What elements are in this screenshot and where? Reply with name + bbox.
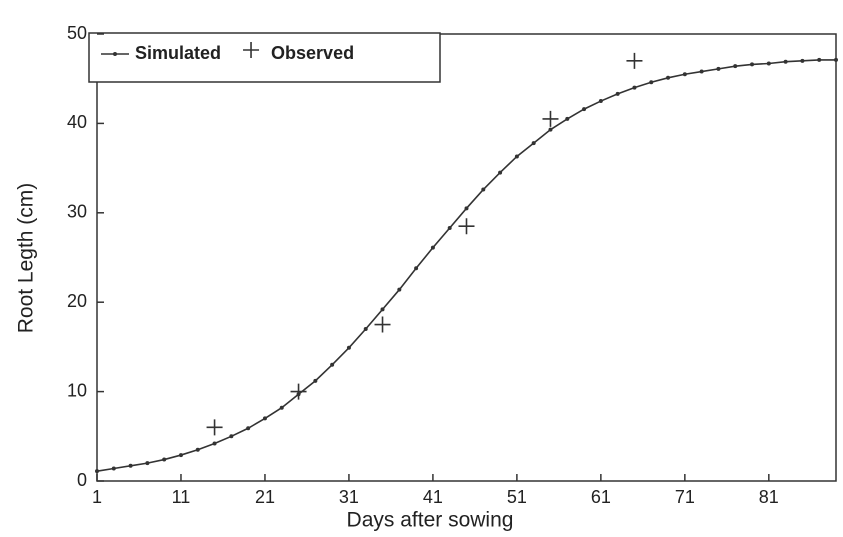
point [548, 127, 553, 132]
point [632, 85, 637, 90]
legend-box [88, 32, 441, 83]
point [626, 52, 643, 69]
point [750, 62, 755, 67]
legend-label: Observed [271, 43, 354, 63]
point [458, 218, 475, 235]
point [514, 154, 519, 159]
point [346, 345, 351, 350]
point [206, 419, 223, 436]
point [178, 453, 183, 458]
point [447, 225, 452, 230]
point [498, 170, 503, 175]
point [246, 426, 251, 431]
point [716, 66, 721, 71]
y-tick-label: 30 [67, 202, 87, 222]
x-tick-label: 61 [591, 487, 611, 507]
point [531, 141, 536, 146]
point [380, 307, 385, 312]
point [279, 405, 284, 410]
y-axis-title: Root Legth (cm) [15, 183, 38, 334]
y-tick-label: 0 [77, 470, 87, 490]
point [229, 434, 234, 439]
plot-frame [96, 33, 837, 482]
point [414, 266, 419, 271]
x-tick-label: 51 [507, 487, 527, 507]
x-tick-label: 11 [172, 487, 191, 507]
point [330, 362, 335, 367]
point [313, 378, 318, 383]
x-axis-title: Days after sowing [347, 509, 514, 532]
point [834, 57, 838, 62]
point [195, 447, 200, 452]
point [128, 463, 133, 468]
point [783, 59, 788, 64]
legend-marker [243, 42, 260, 58]
point [374, 316, 391, 333]
point [542, 110, 559, 127]
x-tick-label: 81 [759, 487, 779, 507]
y-tick-label: 40 [67, 112, 87, 132]
x-tick-label: 21 [255, 487, 275, 507]
y-tick-label: 10 [67, 380, 87, 400]
series-line [96, 59, 836, 472]
point [699, 69, 704, 74]
x-tick-label: 71 [675, 487, 695, 507]
point [666, 75, 671, 80]
point [262, 416, 267, 421]
point [111, 466, 116, 471]
point [95, 469, 99, 474]
point [212, 441, 217, 446]
x-tick-label: 1 [92, 487, 102, 507]
point [817, 57, 822, 62]
y-tick-label: 20 [67, 291, 87, 311]
point [766, 61, 771, 66]
point [430, 245, 435, 250]
point [290, 383, 307, 400]
point [682, 72, 687, 77]
point [649, 80, 654, 85]
y-tick-label: 50 [67, 23, 87, 43]
point [800, 58, 805, 63]
point [145, 461, 150, 466]
point [363, 327, 368, 332]
x-tick-label: 31 [339, 487, 359, 507]
point [162, 457, 167, 462]
x-tick-label: 41 [423, 487, 443, 507]
point [397, 287, 402, 292]
point [464, 206, 469, 211]
legend-marker [113, 52, 117, 56]
point [582, 107, 587, 112]
point [733, 64, 738, 69]
point [565, 116, 570, 121]
point [615, 91, 620, 96]
point [481, 187, 486, 192]
point [598, 99, 603, 104]
legend-label: Simulated [135, 43, 221, 63]
